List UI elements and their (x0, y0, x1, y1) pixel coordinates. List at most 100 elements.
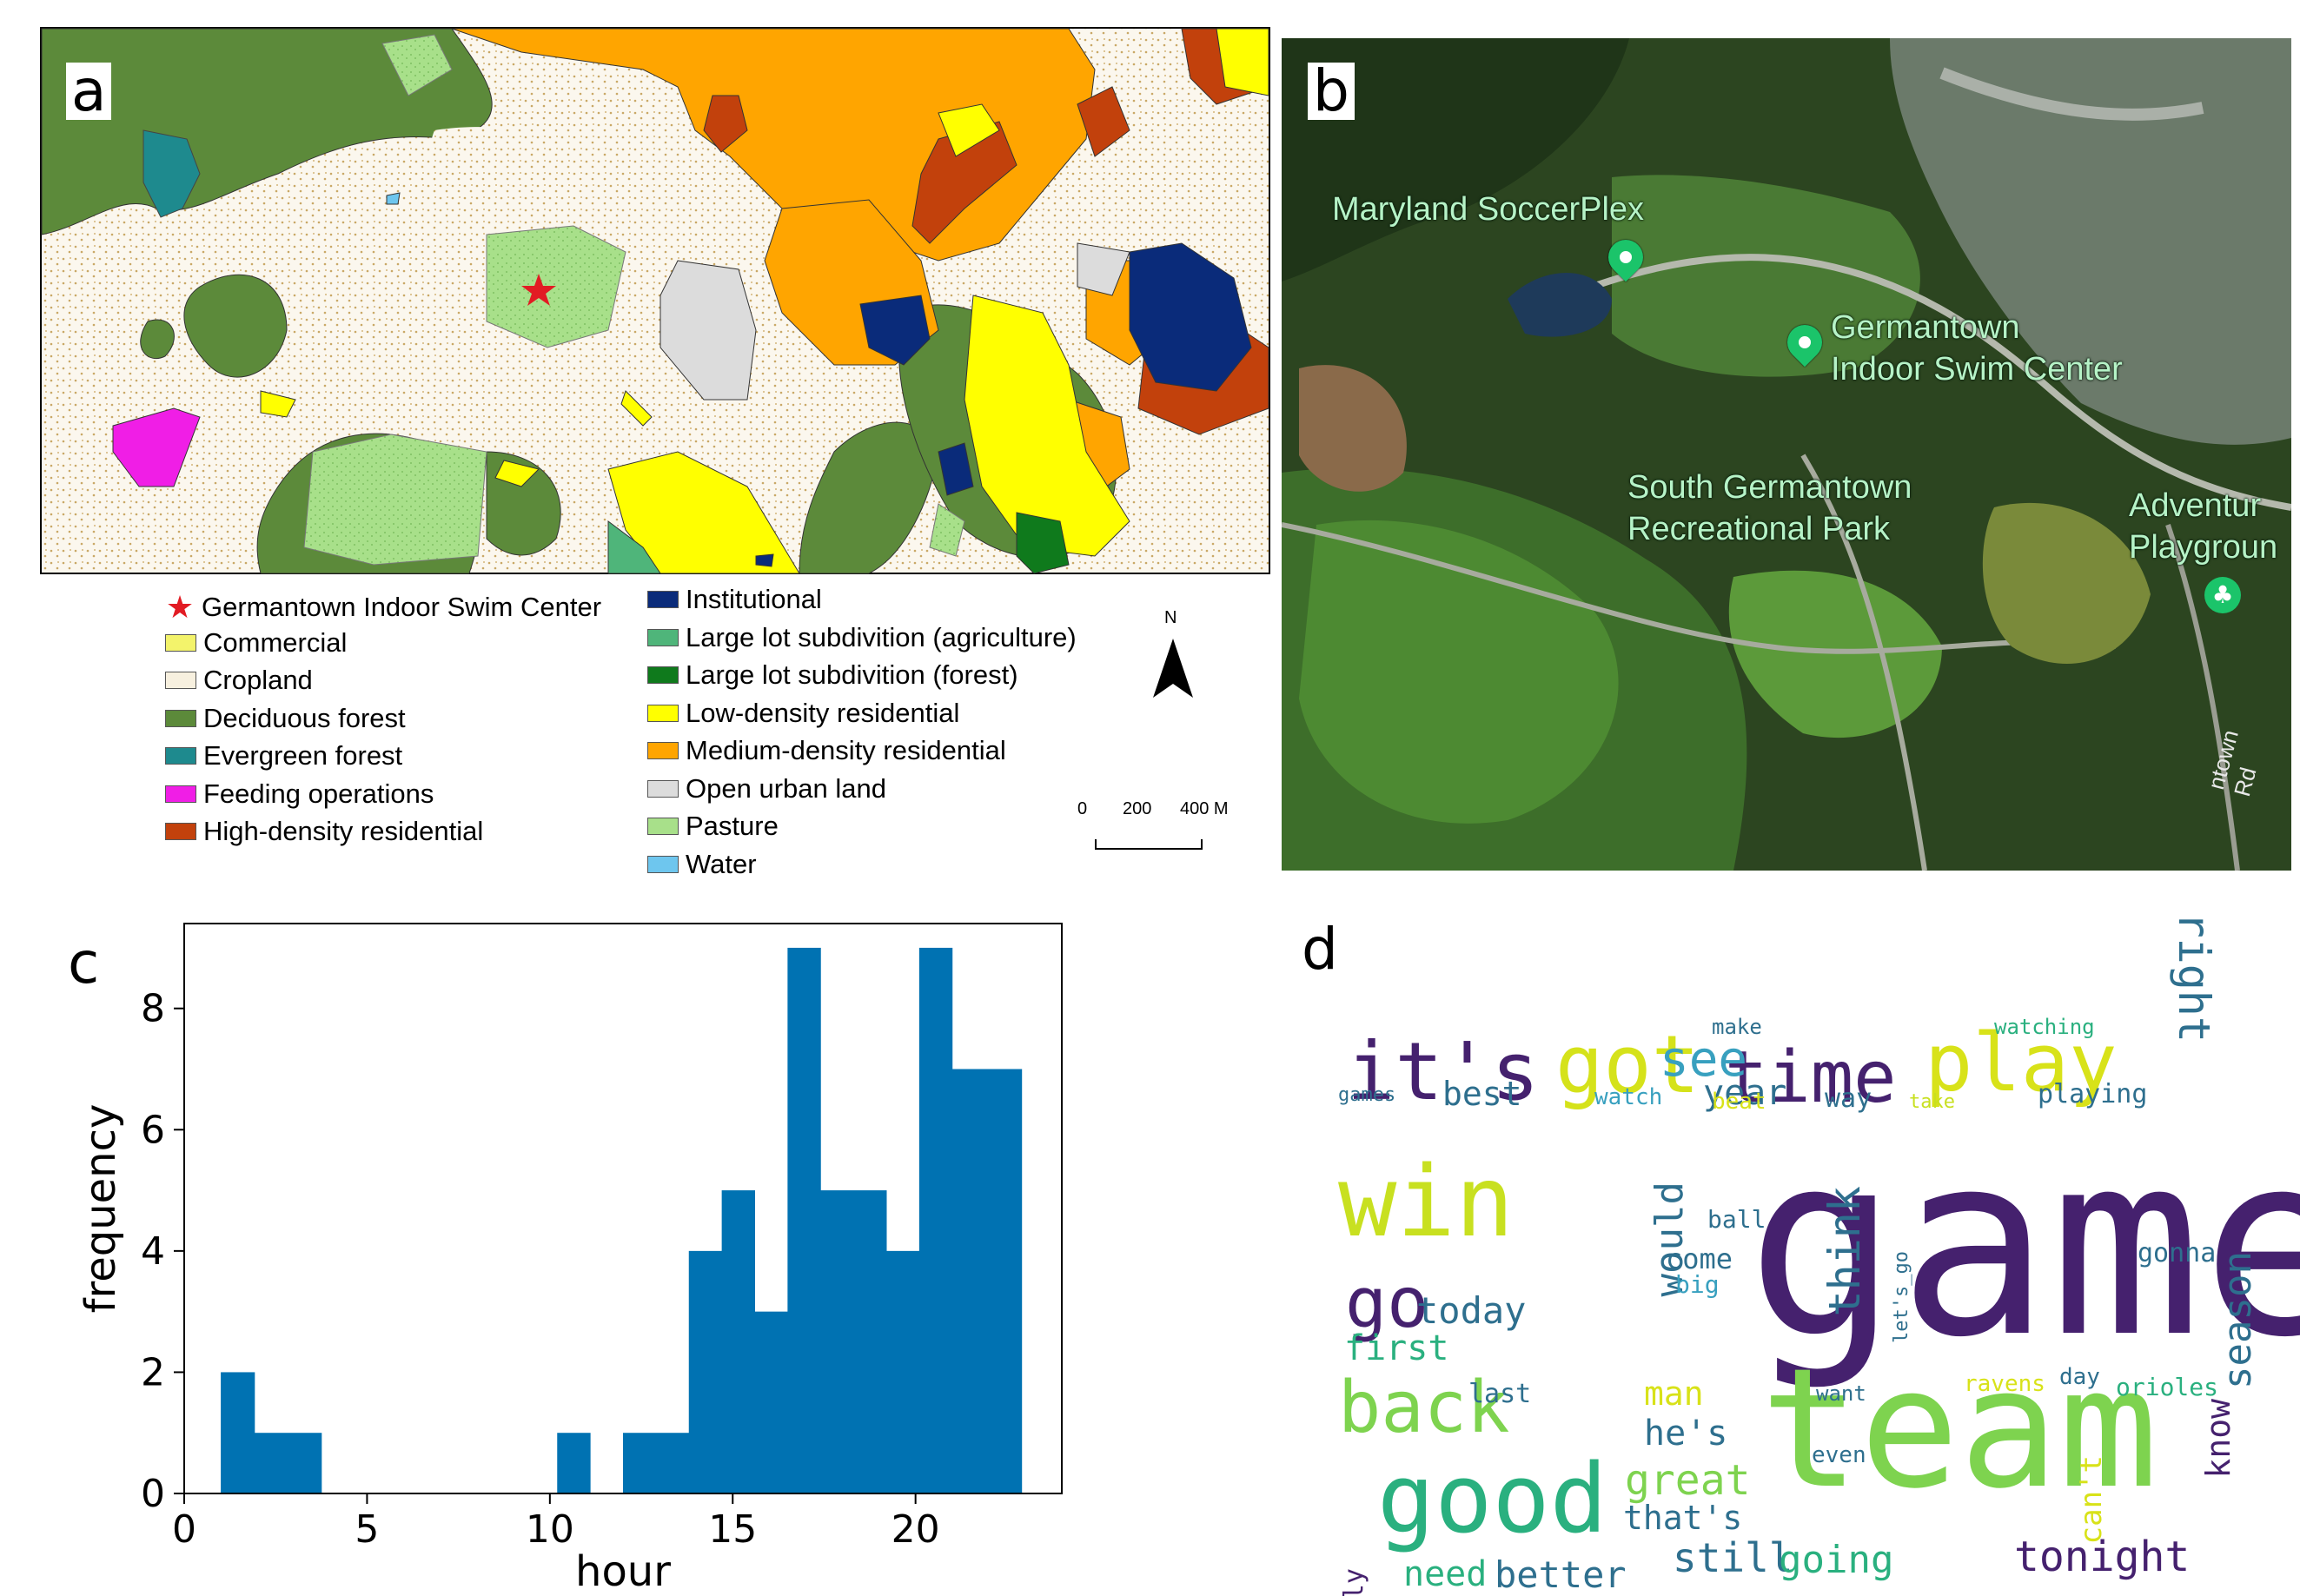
legend-item: Large lot subdivition (agriculture) (647, 622, 1077, 653)
legend-swatch (165, 823, 196, 840)
satellite-canvas (1282, 38, 2291, 871)
legend-swatch (647, 742, 679, 759)
histogram-bar (787, 947, 821, 1493)
wordcloud-word: know (2199, 1399, 2237, 1479)
wordcloud-word: year (1703, 1073, 1787, 1113)
legend-star-icon: ★ (165, 589, 195, 625)
wordcloud-word: time (1725, 1036, 1897, 1119)
wordcloud-word: want (1816, 1381, 1866, 1406)
y-tick-label: 2 (141, 1350, 165, 1394)
legend-item: Large lot subdivition (forest) (647, 659, 1018, 691)
histogram-bar (221, 1372, 255, 1493)
wordcloud-word: think (1819, 1186, 1870, 1317)
legend-swatch (165, 709, 196, 727)
scale-bar: 0 200 400 M (1077, 799, 1277, 851)
scale-line (1095, 839, 1203, 850)
legend-item: Institutional (647, 584, 822, 615)
y-tick-label: 4 (141, 1229, 165, 1274)
legend-swatch (647, 855, 679, 873)
legend-item: Feeding operations (165, 778, 434, 810)
wordcloud-word: let's_go (1891, 1251, 1912, 1343)
wordcloud-word: gonna (2138, 1238, 2217, 1268)
legend-item: Medium-density residential (647, 735, 1006, 766)
legend-swatch (647, 704, 679, 722)
x-tick-label: 5 (355, 1507, 379, 1552)
legend-label: Germantown Indoor Swim Center (202, 592, 602, 622)
wordcloud-word: that's (1623, 1499, 1743, 1537)
wordcloud-word: see (1660, 1031, 1748, 1088)
place-label-swim-center-line2: Indoor Swim Center (1831, 350, 2123, 387)
legend-item: Cropland (165, 665, 313, 696)
wordcloud-word: day (2059, 1364, 2100, 1390)
histogram-chart: 0 5 10 15 20 0 2 4 6 8 hour frequency (76, 923, 1063, 1596)
legend-label: Low-density residential (686, 697, 960, 728)
wordcloud-word: game (1747, 1100, 2300, 1393)
map-frame (40, 27, 1270, 574)
legend-label: Medium-density residential (686, 735, 1006, 765)
wordcloud-word: playing (2038, 1079, 2148, 1109)
x-tick-label: 15 (708, 1507, 757, 1552)
wordcloud-word: he's (1644, 1414, 1728, 1454)
panel-c-label: c (68, 930, 100, 997)
wordcloud-word: ravens (1964, 1371, 2045, 1397)
wordcloud-word: ball (1707, 1205, 1766, 1234)
wordcloud-word: better (1495, 1553, 1627, 1596)
legend-item: High-density residential (165, 816, 483, 847)
histogram-bar (623, 1433, 690, 1493)
panel-d-label: d (1302, 916, 1338, 983)
legend-label: Deciduous forest (203, 702, 406, 733)
legend-swatch (647, 628, 679, 646)
histogram-bar (886, 1250, 920, 1493)
wordcloud-word: today (1416, 1289, 1527, 1332)
landuse-map-canvas (40, 27, 1270, 574)
histogram-bar (951, 1069, 1023, 1493)
panel-a-landuse-map: a N 0 200 400 M ★ Germantown Indoor Swim … (0, 0, 1277, 882)
legend-label: Water (686, 848, 757, 879)
north-label: N (1164, 608, 1177, 627)
wordcloud-word: beat (1712, 1089, 1766, 1115)
legend-item: Deciduous forest (165, 703, 406, 734)
wordcloud-word: going (1779, 1538, 1894, 1582)
scale-tick-200: 200 (1123, 799, 1152, 818)
scale-tick-0: 0 (1077, 799, 1088, 818)
scale-tick-400: 400 M (1180, 799, 1229, 818)
north-arrow-icon (1153, 639, 1193, 698)
y-tick-label: 0 (141, 1472, 165, 1516)
plot-frame (183, 923, 1063, 1494)
y-axis-label: frequency (76, 1104, 125, 1314)
wordcloud-word: man (1644, 1374, 1704, 1413)
wordcloud-word: watching (1994, 1015, 2095, 1039)
place-label-playground-line2: Playgroun (2129, 528, 2278, 566)
legend-swatch (165, 633, 196, 652)
legend-label: Pasture (686, 811, 779, 841)
legend-label: Evergreen forest (203, 740, 403, 771)
wordcloud-word: back (1338, 1367, 1510, 1449)
legend-label: Institutional (686, 584, 822, 614)
legend-label: Large lot subdivition (forest) (686, 659, 1018, 690)
panel-c-histogram: c 0 5 10 15 20 0 2 4 6 8 hour frequency (0, 895, 1112, 1596)
place-label-recreational-park: South Germantown Recreational Park (1627, 467, 1912, 550)
legend-swatch (165, 785, 196, 803)
legend-swatch (647, 779, 679, 798)
wordcloud-word: can't (2074, 1455, 2109, 1545)
legend-label: Feeding operations (203, 778, 434, 809)
wordcloud-word: right (2169, 911, 2219, 1043)
histogram-bar (254, 1433, 322, 1493)
wordcloud-word: great (1625, 1456, 1751, 1505)
histogram-bar (688, 1250, 723, 1493)
wordcloud-word: games (1338, 1084, 1396, 1106)
wordcloud-word: team (1760, 1333, 2158, 1525)
wordcloud-word: make (1712, 1015, 1762, 1039)
legend-swatch (647, 591, 679, 608)
x-tick-label: 10 (526, 1507, 574, 1552)
legend-label: High-density residential (203, 816, 484, 846)
wordcloud-word: really (1339, 1568, 1369, 1596)
wordcloud-word: take (1909, 1091, 1955, 1113)
histogram-bar (721, 1190, 755, 1493)
wordcloud-word: even (1812, 1442, 1866, 1468)
x-axis-label: hour (575, 1547, 671, 1596)
legend-item: Pasture (647, 811, 779, 842)
x-tick-label: 20 (891, 1507, 940, 1552)
histogram-bar (557, 1433, 591, 1493)
histogram-bar (820, 1190, 887, 1493)
